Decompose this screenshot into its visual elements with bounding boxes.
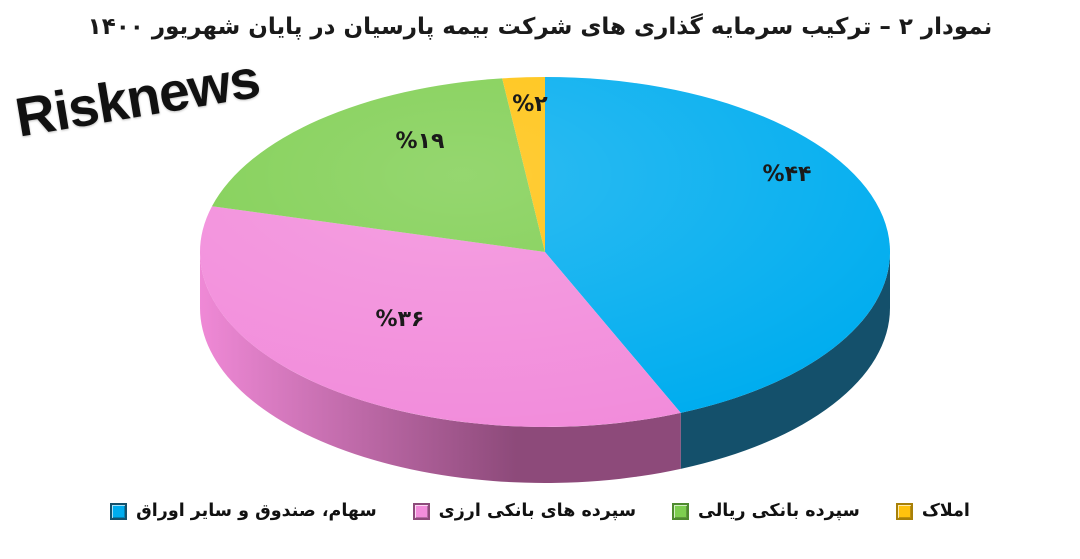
legend-label: سهام، صندوق و سایر اوراق [136, 501, 377, 521]
legend-swatch-icon [895, 502, 913, 520]
pie-slice-side-1 [199, 252, 681, 484]
chart-legend: سهام، صندوق و سایر اوراق سپرده های بانکی … [0, 501, 1080, 521]
slice-label-1: %۳۶ [376, 307, 425, 332]
slice-label-0: %۴۴ [763, 162, 812, 187]
legend-item-3: املاک [895, 501, 970, 521]
slice-label-2: %۱۹ [396, 129, 445, 154]
legend-item-1: سپرده های بانکی ارزی [412, 501, 637, 521]
pie-slice-side-0 [680, 252, 890, 469]
chart-title: نمودار ۲ – ترکیب سرمایه گذاری های شرکت ب… [87, 14, 993, 40]
legend-swatch-icon [110, 502, 128, 520]
slice-label-3: %۲ [512, 92, 548, 117]
legend-label: املاک [921, 501, 970, 521]
legend-label: سپرده بانکی ریالی [698, 501, 860, 521]
pie-highlight [200, 77, 890, 427]
legend-swatch-icon [412, 502, 430, 520]
legend-item-2: سپرده بانکی ریالی [672, 501, 860, 521]
legend-swatch-icon [672, 502, 690, 520]
legend-label: سپرده های بانکی ارزی [438, 501, 637, 521]
legend-item-0: سهام، صندوق و سایر اوراق [110, 501, 377, 521]
